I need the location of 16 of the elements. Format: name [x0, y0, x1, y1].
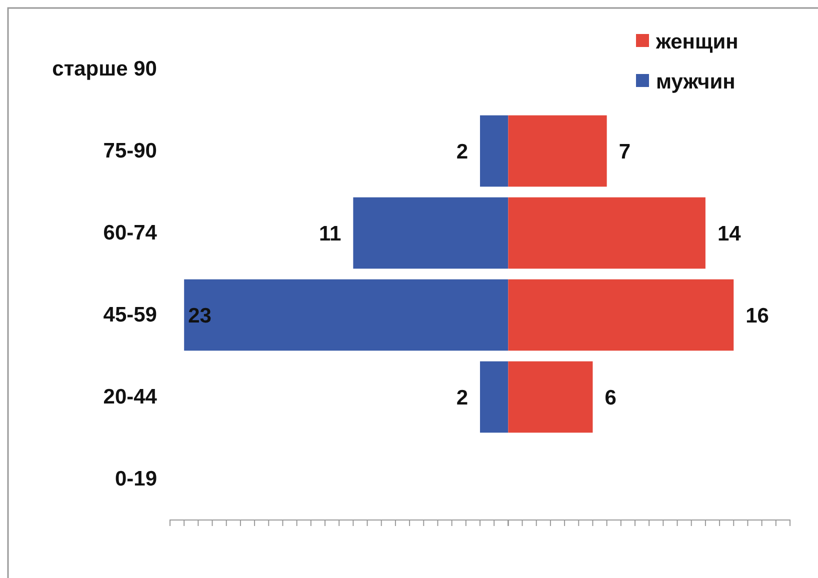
y-tick-label: старше 90: [52, 58, 157, 81]
data-label: 2: [456, 140, 468, 164]
y-tick-label: 60-74: [103, 222, 158, 245]
legend-label: мужчин: [656, 70, 736, 94]
data-label: 16: [746, 304, 769, 328]
data-label: 14: [717, 222, 742, 246]
y-tick-label: 75-90: [103, 140, 157, 163]
y-tick-label: 0-19: [114, 468, 157, 491]
data-label: 7: [618, 140, 631, 164]
data-label: 2: [456, 386, 468, 410]
data-label: 6: [604, 386, 616, 410]
y-tick-label: 20-44: [103, 386, 158, 409]
y-tick-label: 45-59: [103, 304, 157, 327]
legend-label: женщин: [655, 30, 738, 54]
data-label: 23: [188, 304, 212, 328]
data-label: 11: [318, 222, 342, 246]
